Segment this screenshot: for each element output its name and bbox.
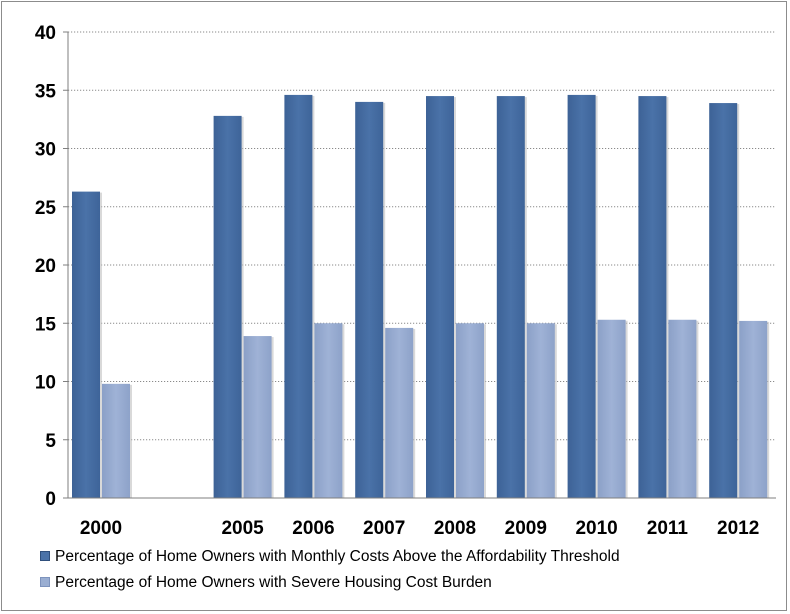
bar-series-2 [102,383,130,498]
x-tick-label: 2007 [363,518,405,539]
y-tick-label: 10 [35,373,56,394]
y-tick-label: 5 [45,431,56,452]
y-tick-label: 20 [35,256,56,277]
y-tick-label: 25 [35,198,57,219]
legend-label-series-1: Percentage of Home Owners with Monthly C… [55,548,620,565]
bar-series-1 [496,96,525,498]
bar-series-1 [72,191,100,499]
bar-series-2 [314,323,343,498]
bar-series-1 [426,96,454,498]
legend-item-series-1: Percentage of Home Owners with Monthly C… [40,548,620,566]
x-tick-label: 2011 [647,518,689,539]
legend-swatch-series-1 [40,551,50,561]
x-tick-label: 2000 [80,518,122,539]
y-tick-label: 0 [45,489,56,510]
bar-series-1 [213,115,242,498]
bar-series-1 [567,94,596,498]
x-tick-label: 2008 [434,518,476,539]
x-tick-label: 2009 [505,518,547,539]
bar-series-2 [597,319,626,498]
y-axis-ticks: 0 5 10 15 20 25 30 35 40 [35,23,68,510]
bar-series-1 [284,94,313,498]
y-tick-label: 15 [35,314,57,335]
x-axis-ticks: 2000 2005 2006 2007 2008 2009 2010 2011 2012 [80,518,759,539]
x-tick-label: 2006 [292,518,334,539]
bar-series-2 [668,319,697,498]
bars [72,94,770,499]
y-tick-label: 30 [35,140,56,161]
bar-series-2 [456,323,484,498]
gridlines [68,31,776,441]
bar-series-2 [243,336,272,498]
bar-series-1 [638,96,667,498]
bar-series-2 [385,327,414,498]
legend-label-series-2: Percentage of Home Owners with Severe Ho… [55,574,492,591]
bar-series-2 [739,320,768,498]
legend-swatch-series-2 [40,577,50,587]
bar-series-1 [355,101,384,499]
y-tick-label: 35 [35,81,57,102]
x-tick-label: 2012 [717,518,759,539]
bar-series-1 [709,103,738,498]
x-tick-label: 2010 [575,518,617,539]
x-tick-label: 2005 [221,518,264,539]
legend-item-series-2: Percentage of Home Owners with Severe Ho… [40,574,492,592]
bar-series-2 [526,323,555,498]
y-tick-label: 40 [35,23,56,44]
